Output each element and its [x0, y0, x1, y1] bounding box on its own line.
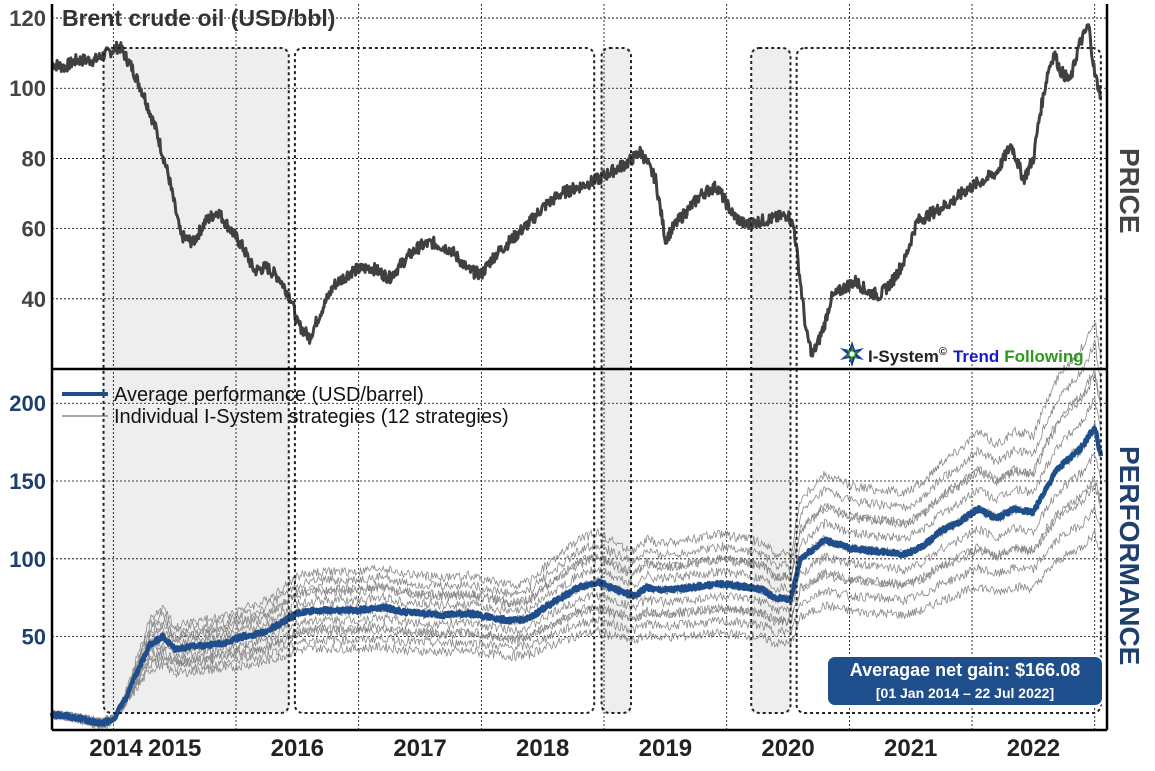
brand-word-following: Following: [1004, 347, 1083, 366]
individual-strategy-line: [51, 366, 1102, 732]
badge-background: [826, 655, 1104, 707]
individual-strategy-line: [51, 475, 1102, 727]
brand-copyright: ©: [939, 346, 947, 358]
price-y-tick: 100: [9, 76, 46, 101]
period-box: [102, 47, 290, 714]
brand-logo: I-System© Trend Following: [840, 341, 1084, 367]
individual-strategy-line: [51, 453, 1102, 728]
price-y-tick: 60: [22, 217, 46, 242]
x-tick-year: 2014: [89, 735, 143, 762]
price-chart-title: Brent crude oil (USD/bbl): [62, 5, 335, 31]
price-line: [50, 23, 1103, 358]
shaded-period: [751, 48, 791, 713]
price-y-tick: 120: [9, 6, 46, 31]
performance-side-label: PERFORMANCE: [1114, 446, 1145, 665]
brand-name: I-System: [868, 347, 939, 366]
x-tick-year: 2017: [393, 735, 446, 762]
perf-y-tick: 200: [9, 391, 46, 416]
x-tick-year: 2021: [884, 735, 937, 762]
period-box: [293, 47, 596, 714]
perf-y-tick: 150: [9, 469, 46, 494]
x-tick-year: 2019: [639, 735, 692, 762]
period-box: [750, 47, 792, 714]
performance-series: [49, 322, 1104, 732]
x-tick-year: 2022: [1007, 735, 1060, 762]
period-box: [600, 47, 633, 714]
x-tick-year: 2015: [148, 735, 201, 762]
individual-strategy-line: [51, 504, 1102, 725]
average-performance-line: [49, 425, 1104, 727]
badge-date-range: [01 Jan 2014 – 22 Jul 2022]: [876, 685, 1054, 701]
individual-strategy-line: [51, 483, 1102, 726]
price-y-tick: 40: [22, 287, 46, 312]
perf-y-tick: 100: [9, 547, 46, 572]
individual-strategy-line: [51, 339, 1102, 730]
highlight-periods: [103, 48, 791, 713]
individual-strategy-line: [51, 322, 1102, 731]
brand-word-trend: Trend: [953, 347, 999, 366]
y-tick-labels: 40 60 80 100 120 50 100 150 200: [9, 6, 46, 650]
x-tick-year: 2018: [516, 735, 569, 762]
x-tick-labels: 2014 2015 2016 2017 2018 2019 2020 2021 2022: [89, 735, 1060, 762]
price-side-label: PRICE: [1114, 148, 1145, 234]
period-box: [795, 47, 1102, 714]
price-series: [50, 23, 1103, 358]
legend: Average performance (USD/barrel) Individ…: [62, 384, 509, 428]
starburst-icon: [840, 341, 864, 367]
net-gain-badge: Averagae net gain: $166.08 [01 Jan 2014 …: [826, 655, 1104, 707]
individual-strategy-line: [51, 396, 1102, 729]
price-y-tick: 80: [22, 146, 46, 171]
perf-y-tick: 50: [22, 625, 46, 650]
individual-strategy-line: [51, 528, 1102, 725]
shaded-period: [103, 48, 289, 713]
x-tick-year: 2020: [761, 735, 814, 762]
legend-avg-label: Average performance (USD/barrel): [114, 384, 424, 406]
badge-gain-text: Averagae net gain: $166.08: [850, 660, 1080, 680]
x-tick-year: 2016: [271, 735, 324, 762]
legend-indiv-label: Individual I-System strategies (12 strat…: [114, 406, 509, 428]
period-boxes: [102, 47, 1102, 714]
